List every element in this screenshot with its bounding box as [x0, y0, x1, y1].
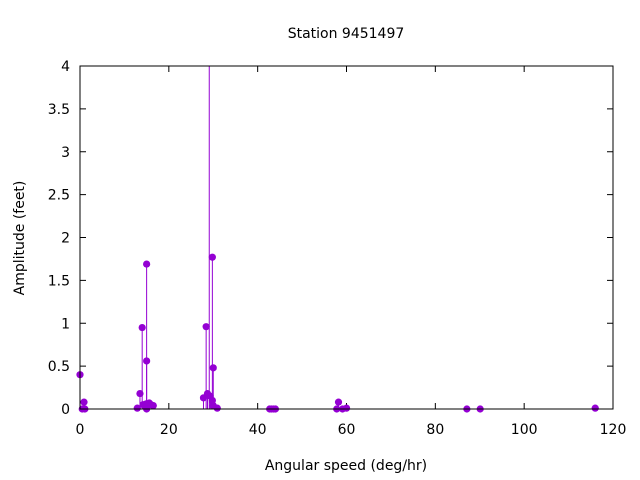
y-tick-label: 1 — [61, 316, 70, 332]
data-point — [138, 323, 146, 332]
x-tick-label: 40 — [249, 422, 267, 438]
x-tick-label: 80 — [426, 422, 444, 438]
x-tick-label: 20 — [160, 422, 178, 438]
x-tick-label: 0 — [76, 422, 85, 438]
data-point — [133, 404, 141, 412]
chart-title: Station 9451497 — [288, 26, 405, 42]
data-point — [213, 404, 221, 412]
x-tick-label: 120 — [600, 422, 627, 438]
x-tick-label: 60 — [338, 422, 356, 438]
data-point — [209, 364, 217, 372]
data-point — [149, 401, 157, 410]
y-tick-label: 2.5 — [48, 188, 70, 204]
data-point — [208, 253, 216, 261]
y-axis-label: Amplitude (feet) — [12, 181, 28, 296]
data-point — [342, 404, 351, 412]
y-tick-label: 0 — [61, 402, 70, 418]
data-point — [591, 404, 599, 412]
x-tick-label: 100 — [511, 422, 538, 438]
y-tick-label: 0.5 — [48, 359, 70, 375]
y-tick-label: 4 — [61, 59, 70, 75]
y-tick-label: 1.5 — [48, 273, 70, 289]
data-point — [143, 357, 151, 365]
x-axis-label: Angular speed (deg/hr) — [265, 458, 427, 474]
data-point — [143, 260, 151, 268]
data-point — [334, 398, 343, 406]
plot-border — [79, 65, 614, 410]
y-tick-label: 2 — [61, 231, 70, 247]
y-tick-label: 3 — [61, 145, 70, 161]
data-point — [202, 323, 210, 331]
y-tick-label: 3.5 — [48, 102, 70, 118]
data-point — [80, 398, 88, 406]
